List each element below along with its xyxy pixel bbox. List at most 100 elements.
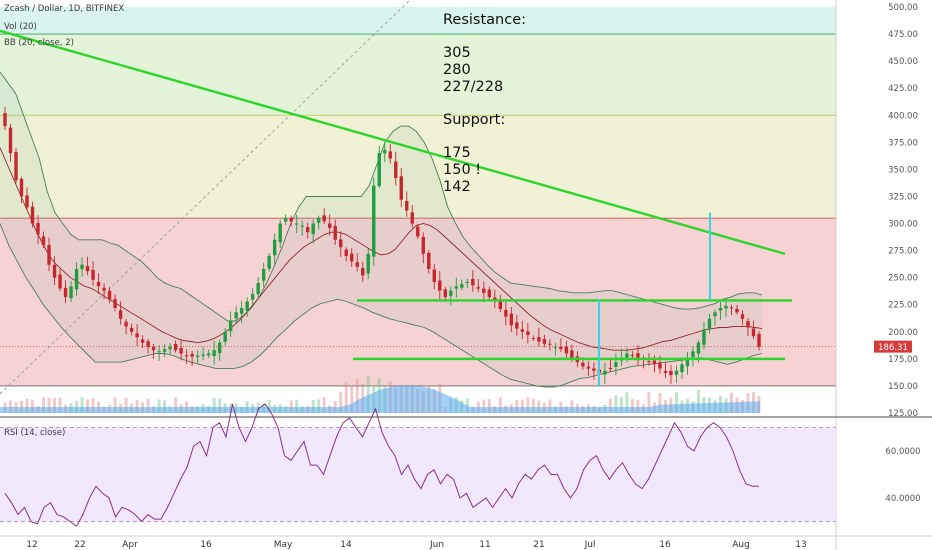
candle	[184, 349, 189, 364]
volume-bar	[218, 398, 222, 413]
price-tick-label: 175.00	[888, 355, 918, 365]
candle-body	[548, 343, 552, 345]
volume-bar	[674, 392, 678, 413]
candle-body	[63, 287, 68, 298]
candle-body	[515, 322, 519, 329]
candle	[504, 301, 508, 326]
candle-body	[696, 342, 701, 354]
volume-bar	[317, 399, 321, 413]
rsi-pane: 40.0000 60.0000	[0, 403, 921, 527]
price-tick-label: 125.00	[888, 409, 918, 419]
candle-body	[300, 225, 304, 227]
candle	[63, 280, 68, 304]
candle-body	[41, 236, 46, 246]
candle	[471, 270, 475, 292]
candle	[151, 343, 156, 359]
candle-body	[740, 314, 745, 319]
candle	[729, 304, 734, 315]
candle-body	[377, 153, 381, 186]
candle	[168, 343, 172, 355]
volume-bar	[630, 398, 634, 413]
candlesticks	[3, 106, 761, 384]
candle-body	[399, 176, 403, 200]
candle	[685, 352, 690, 375]
candle	[8, 123, 13, 162]
volume-bar	[515, 399, 519, 413]
volume-bar	[9, 400, 13, 413]
volume-bar	[350, 385, 354, 413]
volume-bar	[311, 399, 315, 413]
candle-body	[8, 127, 13, 154]
candle-body	[443, 289, 447, 298]
candle-body	[592, 368, 596, 371]
candle	[366, 248, 370, 280]
candle-body	[438, 280, 442, 291]
candle	[25, 187, 29, 211]
candle	[102, 283, 106, 300]
volume-bar	[498, 397, 502, 413]
time-axis[interactable]: 12 22 Apr 16 May 14 Jun 11 21 Jul 16 Aug 13	[0, 535, 932, 550]
candle-body	[669, 370, 673, 376]
candle	[614, 353, 618, 376]
candle-body	[52, 264, 57, 278]
candle	[438, 271, 442, 300]
candle	[261, 262, 266, 288]
vol-legend[interactable]: Vol (20)	[4, 22, 37, 32]
candle-body	[476, 287, 481, 289]
volume-bar	[339, 391, 343, 413]
candle-body	[707, 318, 712, 330]
candle-body	[509, 313, 514, 326]
bb-legend[interactable]: BB (20, close, 2)	[4, 38, 74, 48]
candle-body	[526, 331, 530, 336]
candle-body	[217, 342, 222, 354]
candle	[206, 349, 211, 358]
candle	[239, 300, 244, 323]
volume-bar	[157, 399, 161, 413]
price-tick-label: 400.00	[888, 111, 918, 121]
candle	[294, 214, 299, 233]
symbol-legend[interactable]: Zcash / Dollar, 1D, BITFINEX	[4, 4, 125, 14]
candle	[388, 143, 392, 164]
candle-body	[47, 244, 51, 265]
volume-ma-area	[0, 385, 760, 413]
candle	[124, 318, 128, 335]
candle-body	[647, 361, 651, 363]
candle-body	[564, 346, 569, 354]
candle	[14, 148, 18, 184]
volume-bar	[113, 397, 117, 413]
rsi-legend[interactable]: RSI (14, close)	[4, 428, 66, 438]
candle-body	[674, 370, 679, 375]
candle-body	[234, 312, 238, 319]
candle	[410, 205, 414, 228]
candle	[691, 346, 695, 367]
volume-bar	[289, 400, 293, 413]
candle	[663, 361, 668, 379]
volume-bar	[42, 397, 46, 413]
candle-body	[206, 353, 211, 356]
candle	[311, 219, 315, 244]
volume-bar	[526, 397, 530, 413]
bb-basis-line	[0, 147, 763, 351]
bb-lower-line	[0, 223, 763, 388]
time-tick-label: 14	[340, 540, 352, 550]
candle-body	[388, 151, 392, 159]
candle-body	[625, 353, 629, 358]
candle-body	[129, 327, 134, 332]
volume-bar	[47, 397, 51, 413]
candle-body	[69, 286, 73, 299]
candle	[603, 362, 607, 384]
candle-body	[294, 223, 299, 225]
candle-body	[751, 328, 756, 337]
candle-body	[746, 321, 750, 328]
grid-lines	[0, 0, 411, 395]
volume-bar	[487, 399, 491, 413]
candle	[36, 215, 40, 244]
candle	[179, 340, 183, 361]
candle	[526, 322, 530, 344]
volume-bar	[163, 400, 167, 413]
candle-body	[685, 357, 690, 367]
candle-body	[603, 370, 607, 375]
band-2	[0, 115, 836, 219]
